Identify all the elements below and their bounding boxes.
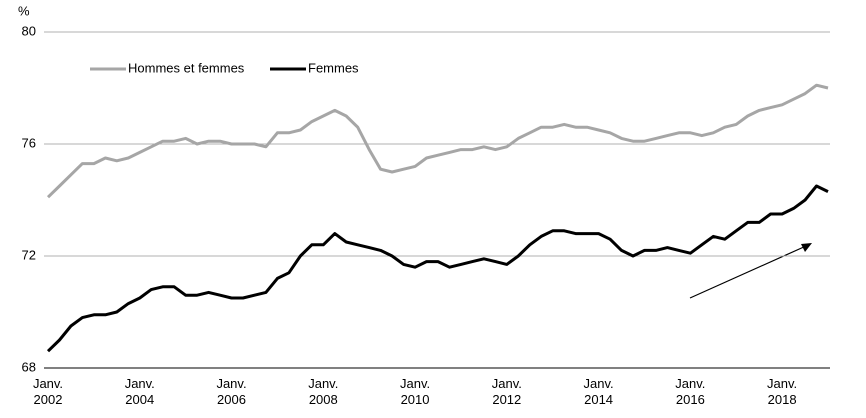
y-tick-label: 76 (22, 135, 36, 150)
x-tick-label: Janv. 2012 (491, 376, 522, 407)
x-tick-label: Janv. 2008 (308, 376, 339, 407)
y-tick-label: 72 (22, 247, 36, 262)
x-tick-label: Janv. 2006 (216, 376, 247, 407)
y-axis-unit: % (18, 3, 30, 18)
y-tick-label: 68 (22, 359, 36, 374)
x-tick-label: Janv. 2002 (32, 376, 64, 407)
x-tick-label: Janv. 2016 (675, 376, 706, 407)
y-tick-label: 80 (22, 23, 36, 38)
series-line (46, 184, 829, 353)
x-tick-label: Janv. 2004 (124, 376, 155, 407)
x-tick-label: Janv. 2018 (767, 376, 798, 407)
legend-label: Femmes (308, 60, 359, 75)
legend-label: Hommes et femmes (128, 60, 245, 75)
series-line (46, 83, 829, 199)
trend-arrow-head (801, 243, 812, 252)
trend-arrow (689, 245, 807, 299)
x-tick-label: Janv. 2014 (583, 376, 614, 407)
x-tick-label: Janv. 2010 (399, 376, 431, 407)
